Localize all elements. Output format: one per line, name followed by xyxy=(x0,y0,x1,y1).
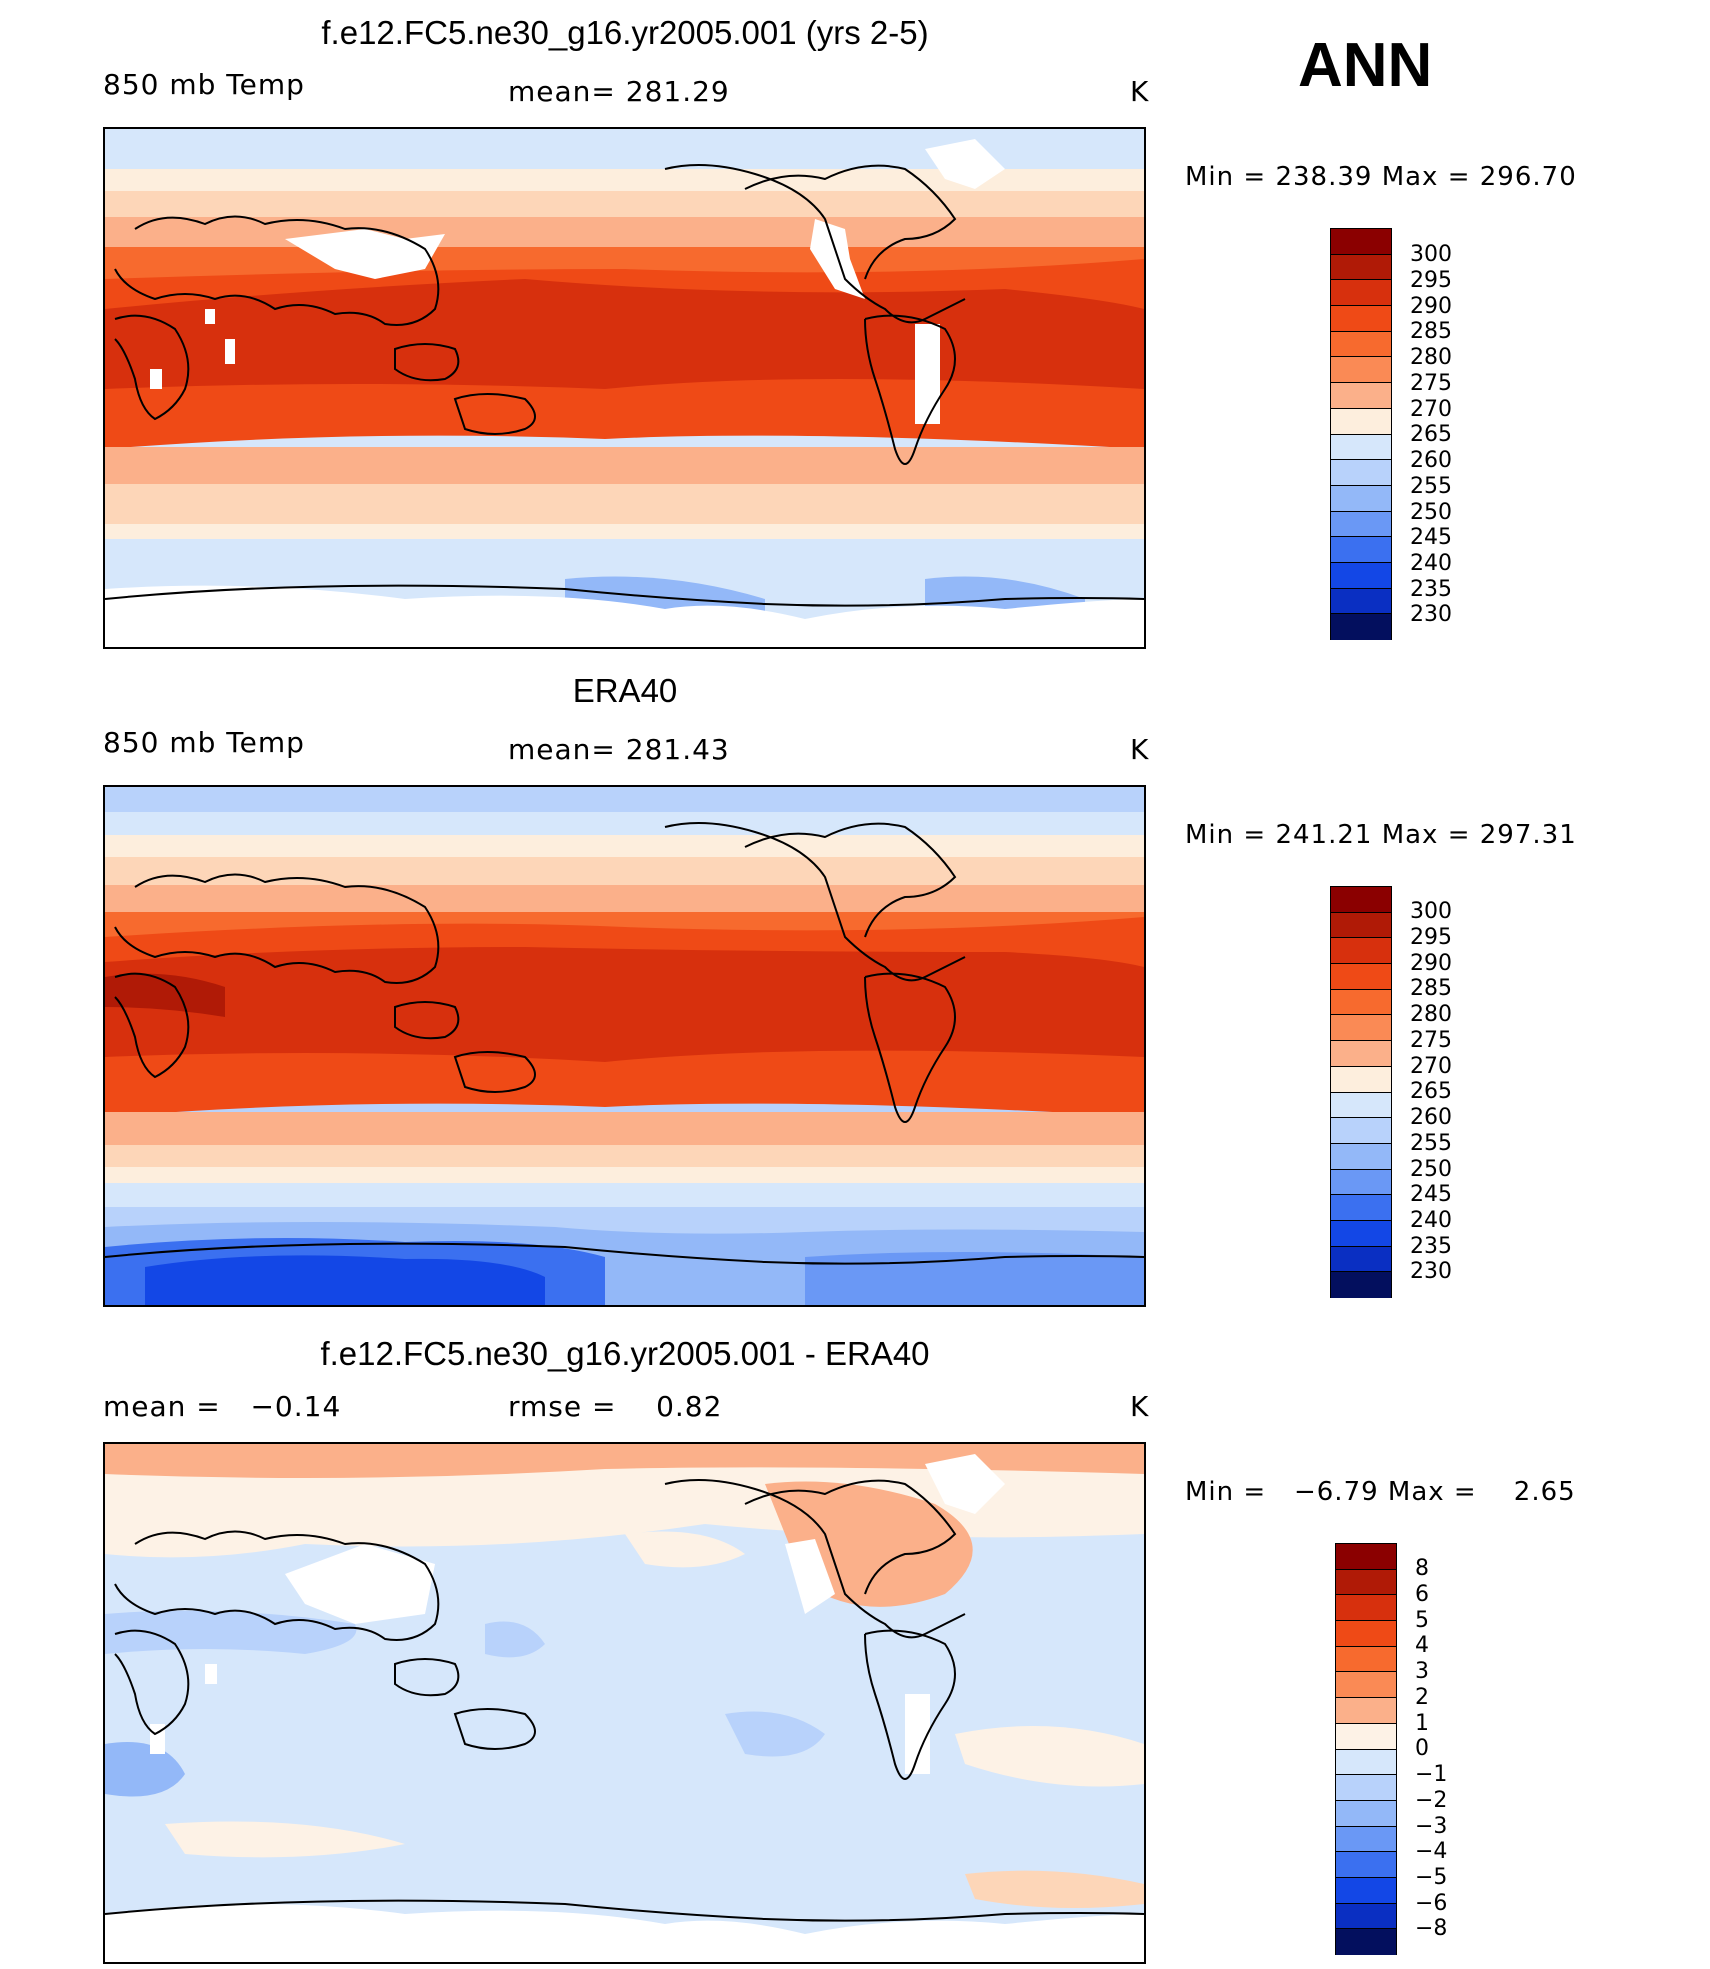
panel3-mean-label: mean = −0.14 xyxy=(103,1390,342,1423)
panel1-mean-label: mean= 281.29 xyxy=(508,75,730,108)
panel2-cbar-tick: 235 xyxy=(1410,1234,1452,1259)
panel3-title: f.e12.FC5.ne30_g16.yr2005.001 - ERA40 xyxy=(320,1335,930,1372)
panel3-cbar-tick: 5 xyxy=(1415,1608,1429,1633)
panel1-cbar-tick: 285 xyxy=(1410,319,1452,344)
panel3-cbar-tick: −5 xyxy=(1415,1865,1448,1890)
panel2-minmax: Min = 241.21 Max = 297.31 xyxy=(1185,820,1577,850)
panel1-cbar-tick: 265 xyxy=(1410,422,1452,447)
panel3-cbar-tick: 2 xyxy=(1415,1685,1429,1710)
panel2-cbar-tick: 265 xyxy=(1410,1079,1452,1104)
panel1-cbar-tick: 235 xyxy=(1410,577,1452,602)
panel2-cbar-tick: 250 xyxy=(1410,1157,1452,1182)
panel1-cbar-tick: 255 xyxy=(1410,474,1452,499)
panel2-variable-label: 850 mb Temp xyxy=(103,726,305,759)
panel3-cbar-tick: 0 xyxy=(1415,1736,1429,1761)
panel3-rmse-label: rmse = 0.82 xyxy=(508,1390,723,1423)
panel2-colorbar xyxy=(1330,886,1392,1298)
panel3-cbar-tick: −2 xyxy=(1415,1788,1448,1813)
panel1-cbar-tick: 240 xyxy=(1410,551,1452,576)
panel1-cbar-tick: 260 xyxy=(1410,448,1452,473)
panel1-cbar-tick: 230 xyxy=(1410,602,1452,627)
panel2-map xyxy=(103,785,1146,1307)
season-label: ANN xyxy=(1298,31,1433,100)
panel3-cbar-tick: 4 xyxy=(1415,1633,1429,1658)
panel3-minmax: Min = −6.79 Max = 2.65 xyxy=(1185,1477,1576,1507)
panel2-cbar-tick: 300 xyxy=(1410,899,1452,924)
panel2-cbar-tick: 255 xyxy=(1410,1131,1452,1156)
panel2-cbar-tick: 240 xyxy=(1410,1208,1452,1233)
panel3-unit-label: K xyxy=(1130,1390,1150,1423)
panel1-cbar-tick: 250 xyxy=(1410,500,1452,525)
panel1-map xyxy=(103,127,1146,649)
panel1-cbar-tick: 280 xyxy=(1410,345,1452,370)
panel1-cbar-tick: 270 xyxy=(1410,397,1452,422)
panel2-cbar-tick: 245 xyxy=(1410,1182,1452,1207)
panel2-cbar-tick: 290 xyxy=(1410,951,1452,976)
panel3-cbar-tick: −1 xyxy=(1415,1762,1448,1787)
panel3-cbar-tick: −3 xyxy=(1415,1814,1448,1839)
panel1-title: f.e12.FC5.ne30_g16.yr2005.001 (yrs 2-5) xyxy=(321,14,929,51)
panel2-cbar-tick: 270 xyxy=(1410,1054,1452,1079)
panel2-cbar-tick: 285 xyxy=(1410,976,1452,1001)
panel3-colorbar xyxy=(1335,1543,1397,1955)
panel3-cbar-tick: 6 xyxy=(1415,1582,1429,1607)
panel1-variable-label: 850 mb Temp xyxy=(103,68,305,101)
panel1-cbar-tick: 300 xyxy=(1410,242,1452,267)
panel3-cbar-tick: 3 xyxy=(1415,1659,1429,1684)
panel1-cbar-tick: 290 xyxy=(1410,294,1452,319)
panel1-cbar-tick: 245 xyxy=(1410,525,1452,550)
panel3-cbar-tick: 8 xyxy=(1415,1556,1429,1581)
panel2-cbar-tick: 230 xyxy=(1410,1259,1452,1284)
panel3-cbar-tick: −4 xyxy=(1415,1839,1448,1864)
panel2-title: ERA40 xyxy=(572,672,678,709)
panel3-cbar-tick: 1 xyxy=(1415,1711,1429,1736)
panel1-unit-label: K xyxy=(1130,75,1150,108)
panel2-unit-label: K xyxy=(1130,733,1150,766)
panel2-cbar-tick: 295 xyxy=(1410,925,1452,950)
panel3-map xyxy=(103,1442,1146,1964)
panel2-cbar-tick: 275 xyxy=(1410,1028,1452,1053)
panel2-cbar-tick: 280 xyxy=(1410,1002,1452,1027)
panel1-minmax: Min = 238.39 Max = 296.70 xyxy=(1185,162,1577,192)
panel1-cbar-tick: 295 xyxy=(1410,268,1452,293)
panel1-cbar-tick: 275 xyxy=(1410,371,1452,396)
panel2-mean-label: mean= 281.43 xyxy=(508,733,730,766)
panel2-cbar-tick: 260 xyxy=(1410,1105,1452,1130)
panel3-cbar-tick: −6 xyxy=(1415,1891,1448,1916)
panel1-colorbar xyxy=(1330,228,1392,640)
panel3-cbar-tick: −8 xyxy=(1415,1916,1448,1941)
